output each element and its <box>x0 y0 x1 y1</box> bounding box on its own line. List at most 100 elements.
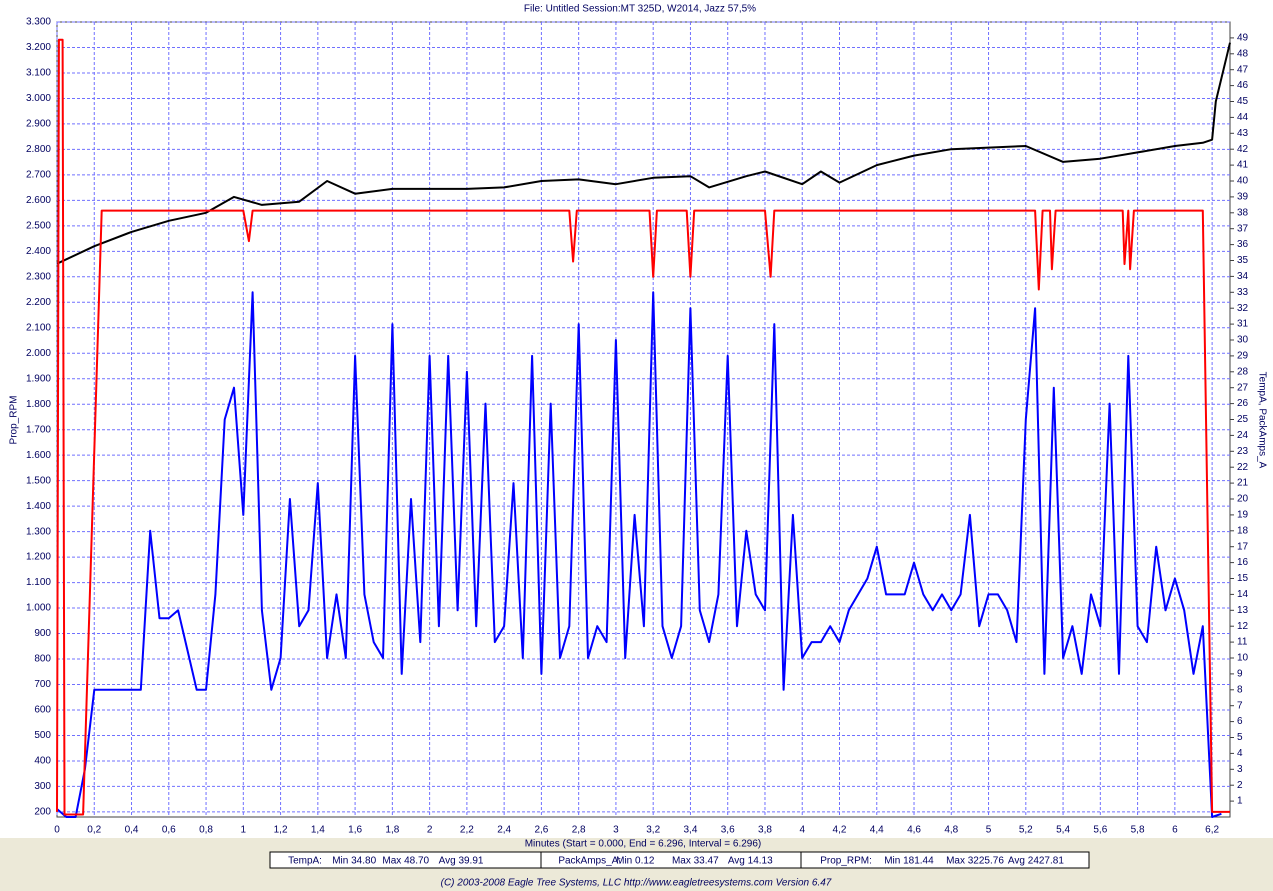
y-tick-label: 3.300 <box>26 17 51 28</box>
x-tick-label: 2 <box>427 825 433 836</box>
y-tick-label: 1.300 <box>26 526 51 537</box>
stats-name: TempA: <box>288 856 322 867</box>
x-tick-label: 3,4 <box>683 825 697 836</box>
x-tick-label: 6 <box>1172 825 1178 836</box>
y2-tick-label: 44 <box>1237 112 1249 123</box>
y-tick-label: 3.200 <box>26 42 51 53</box>
x-tick-label: 3,6 <box>721 825 735 836</box>
y2-tick-label: 9 <box>1237 669 1243 680</box>
y-tick-label: 2.200 <box>26 297 51 308</box>
x-tick-label: 0,4 <box>125 825 139 836</box>
stats-box <box>800 851 1090 869</box>
series-line <box>56 38 1230 816</box>
x-tick-label: 1,2 <box>274 825 288 836</box>
y-tick-label: 500 <box>34 730 51 741</box>
y2-tick-label: 32 <box>1237 303 1249 314</box>
y2-tick-label: 41 <box>1237 160 1249 171</box>
stats-min: Min 0.12 <box>616 856 655 867</box>
y2-tick-label: 19 <box>1237 510 1249 521</box>
y2-tick-label: 29 <box>1237 351 1249 362</box>
x-tick-label: 5,4 <box>1056 825 1070 836</box>
x-tick-label: 5,6 <box>1093 825 1107 836</box>
y2-tick-label: 40 <box>1237 176 1249 187</box>
y-tick-label: 2.500 <box>26 220 51 231</box>
stats-avg: Avg 39.91 <box>439 856 484 867</box>
y2-tick-label: 33 <box>1237 287 1249 298</box>
x-tick-label: 4,2 <box>833 825 847 836</box>
x-tick-label: 3 <box>613 825 619 836</box>
y2-tick-label: 6 <box>1237 716 1243 727</box>
x-tick-label: 2,4 <box>497 825 511 836</box>
y2-tick-label: 14 <box>1237 589 1249 600</box>
x-tick-label: 0 <box>54 825 60 836</box>
stats-avg: Avg 14.13 <box>728 856 773 867</box>
y2-tick-label: 12 <box>1237 621 1249 632</box>
y2-tick-label: 5 <box>1237 732 1243 743</box>
series-line <box>56 291 1222 818</box>
y-tick-label: 3.100 <box>26 68 51 79</box>
y2-tick-label: 10 <box>1237 653 1249 664</box>
stats-max: Max 3225.76 <box>946 856 1004 867</box>
y2-tick-label: 22 <box>1237 462 1249 473</box>
y-tick-label: 2.000 <box>26 348 51 359</box>
series-line <box>56 42 1231 265</box>
stats-max: Max 48.70 <box>382 856 429 867</box>
x-tick-label: 2,6 <box>534 825 548 836</box>
y2-tick-label: 26 <box>1237 398 1249 409</box>
y-tick-label: 1.700 <box>26 424 51 435</box>
y2-tick-label: 16 <box>1237 557 1249 568</box>
x-tick-label: 1,4 <box>311 825 325 836</box>
y2-tick-label: 46 <box>1237 80 1249 91</box>
y2-tick-label: 2 <box>1237 780 1243 791</box>
y2-tick-label: 25 <box>1237 414 1249 425</box>
x-tick-label: 1,6 <box>348 825 362 836</box>
stats-min: Min 34.80 <box>332 856 376 867</box>
y2-tick-label: 4 <box>1237 748 1243 759</box>
y2-tick-label: 39 <box>1237 192 1249 203</box>
y-tick-label: 600 <box>34 705 51 716</box>
x-tick-label: 3,2 <box>646 825 660 836</box>
y-tick-label: 900 <box>34 628 51 639</box>
y2-axis-label: TempA, PackAmps_A <box>1256 372 1267 469</box>
y2-tick-label: 43 <box>1237 128 1249 139</box>
y-tick-label: 300 <box>34 781 51 792</box>
lines <box>56 38 1231 818</box>
stats-max: Max 33.47 <box>672 856 719 867</box>
y-tick-label: 2.600 <box>26 195 51 206</box>
x-tick-label: 2,2 <box>460 825 474 836</box>
y-tick-label: 2.300 <box>26 271 51 282</box>
stats-name: Prop_RPM: <box>820 856 872 867</box>
y2-tick-label: 8 <box>1237 684 1243 695</box>
x-tick-label: 4,6 <box>907 825 921 836</box>
y2-tick-label: 38 <box>1237 207 1249 218</box>
y-tick-label: 1.500 <box>26 475 51 486</box>
y-tick-label: 1.600 <box>26 450 51 461</box>
x-tick-label: 0,2 <box>87 825 101 836</box>
y-tick-label: 700 <box>34 679 51 690</box>
y-tick-label: 2.800 <box>26 144 51 155</box>
x-tick-label: 0,8 <box>199 825 213 836</box>
footer: (C) 2003-2008 Eagle Tree Systems, LLC ht… <box>441 878 832 889</box>
y2-tick-label: 7 <box>1237 700 1243 711</box>
stats-min: Min 181.44 <box>884 856 934 867</box>
y2-tick-label: 30 <box>1237 335 1249 346</box>
y-tick-label: 400 <box>34 756 51 767</box>
x-tick-label: 6,2 <box>1205 825 1219 836</box>
x-tick-label: 4 <box>799 825 805 836</box>
y2-tick-label: 20 <box>1237 494 1249 505</box>
y2-tick-label: 21 <box>1237 478 1249 489</box>
y2-tick-label: 28 <box>1237 366 1249 377</box>
x-tick-label: 1,8 <box>385 825 399 836</box>
y2-tick-label: 49 <box>1237 33 1249 44</box>
y-tick-label: 1.000 <box>26 603 51 614</box>
y2-tick-label: 18 <box>1237 525 1249 536</box>
y2-tick-label: 31 <box>1237 319 1249 330</box>
y-tick-label: 800 <box>34 654 51 665</box>
x-tick-label: 5 <box>986 825 992 836</box>
y2-tick-label: 13 <box>1237 605 1249 616</box>
y-tick-label: 2.100 <box>26 322 51 333</box>
y2-tick-label: 37 <box>1237 223 1249 234</box>
x-tick-label: 5,8 <box>1131 825 1145 836</box>
x-tick-label: 3,8 <box>758 825 772 836</box>
